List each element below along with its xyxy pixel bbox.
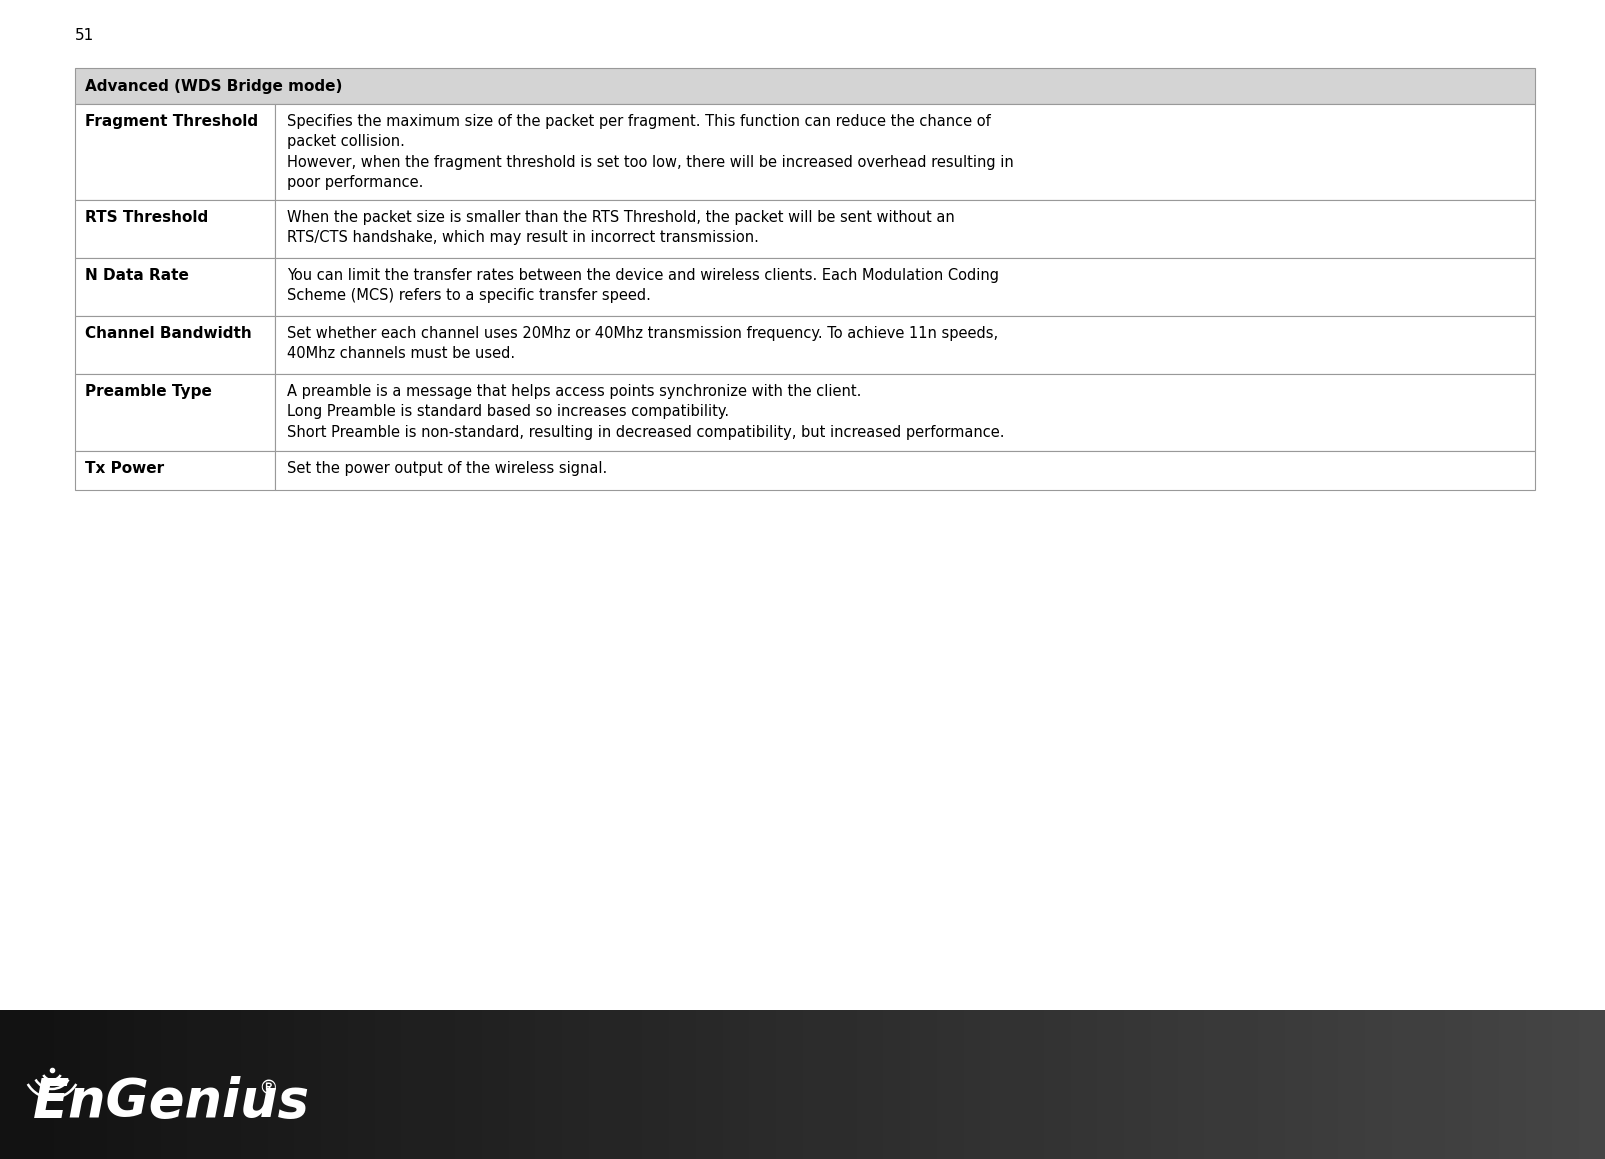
Bar: [75, 258, 274, 316]
Bar: [990, 1009, 1018, 1159]
Bar: [883, 1009, 910, 1159]
Bar: [188, 1009, 215, 1159]
Bar: [274, 201, 1534, 258]
Bar: [401, 1009, 429, 1159]
Bar: [1151, 1009, 1178, 1159]
Bar: [775, 1009, 804, 1159]
Bar: [160, 1009, 188, 1159]
Bar: [1525, 1009, 1552, 1159]
Bar: [108, 1009, 135, 1159]
Bar: [855, 1009, 884, 1159]
Bar: [1417, 1009, 1446, 1159]
Bar: [321, 1009, 348, 1159]
Bar: [75, 374, 274, 451]
Bar: [1071, 1009, 1098, 1159]
Text: Set whether each channel uses 20Mhz or 40Mhz transmission frequency. To achieve : Set whether each channel uses 20Mhz or 4…: [287, 326, 997, 362]
Bar: [1337, 1009, 1366, 1159]
Text: EnGenius: EnGenius: [34, 1077, 310, 1129]
Bar: [80, 1009, 108, 1159]
Bar: [1552, 1009, 1579, 1159]
Text: You can limit the transfer rates between the device and wireless clients. Each M: You can limit the transfer rates between…: [287, 268, 998, 304]
Bar: [241, 1009, 268, 1159]
Bar: [1204, 1009, 1231, 1159]
Text: Specifies the maximum size of the packet per fragment. This function can reduce : Specifies the maximum size of the packet…: [287, 114, 1013, 190]
Bar: [348, 1009, 376, 1159]
Bar: [75, 316, 274, 374]
Bar: [1231, 1009, 1258, 1159]
Bar: [274, 374, 1534, 451]
Bar: [642, 1009, 669, 1159]
Bar: [1578, 1009, 1605, 1159]
Text: Tx Power: Tx Power: [85, 461, 164, 476]
Text: N Data Rate: N Data Rate: [85, 268, 189, 283]
Bar: [1472, 1009, 1499, 1159]
Bar: [294, 1009, 323, 1159]
Bar: [1444, 1009, 1472, 1159]
Bar: [454, 1009, 483, 1159]
Bar: [830, 1009, 857, 1159]
Bar: [722, 1009, 750, 1159]
Bar: [1311, 1009, 1339, 1159]
Text: Fragment Threshold: Fragment Threshold: [85, 114, 258, 129]
Text: RTS Threshold: RTS Threshold: [85, 210, 209, 225]
Bar: [268, 1009, 295, 1159]
Text: Set the power output of the wireless signal.: Set the power output of the wireless sig…: [287, 461, 607, 476]
Bar: [1096, 1009, 1125, 1159]
Bar: [53, 1009, 82, 1159]
Bar: [750, 1009, 777, 1159]
Bar: [1284, 1009, 1311, 1159]
Bar: [1392, 1009, 1419, 1159]
Bar: [429, 1009, 456, 1159]
Bar: [669, 1009, 697, 1159]
Bar: [274, 316, 1534, 374]
Bar: [75, 104, 274, 201]
Text: Advanced (WDS Bridge mode): Advanced (WDS Bridge mode): [85, 79, 342, 94]
Text: When the packet size is smaller than the RTS Threshold, the packet will be sent : When the packet size is smaller than the…: [287, 210, 953, 246]
Bar: [274, 104, 1534, 201]
Text: ®: ®: [258, 1079, 278, 1098]
Bar: [1497, 1009, 1526, 1159]
Bar: [562, 1009, 589, 1159]
Bar: [1124, 1009, 1151, 1159]
Bar: [1016, 1009, 1045, 1159]
Bar: [509, 1009, 536, 1159]
Bar: [274, 451, 1534, 490]
Bar: [963, 1009, 990, 1159]
Bar: [75, 451, 274, 490]
Text: 51: 51: [75, 28, 95, 43]
Text: A preamble is a message that helps access points synchronize with the client.
Lo: A preamble is a message that helps acces…: [287, 384, 1003, 439]
Bar: [213, 1009, 242, 1159]
Bar: [75, 68, 1534, 104]
Bar: [802, 1009, 830, 1159]
Bar: [1364, 1009, 1392, 1159]
Bar: [695, 1009, 724, 1159]
Bar: [133, 1009, 162, 1159]
Bar: [1257, 1009, 1286, 1159]
Bar: [482, 1009, 509, 1159]
Text: Channel Bandwidth: Channel Bandwidth: [85, 326, 252, 341]
Bar: [936, 1009, 965, 1159]
Bar: [615, 1009, 644, 1159]
Bar: [27, 1009, 55, 1159]
Bar: [534, 1009, 563, 1159]
Bar: [374, 1009, 403, 1159]
Bar: [1176, 1009, 1205, 1159]
Bar: [910, 1009, 937, 1159]
Bar: [589, 1009, 616, 1159]
Bar: [1043, 1009, 1071, 1159]
Bar: [274, 258, 1534, 316]
Bar: [75, 201, 274, 258]
Bar: [0, 1009, 27, 1159]
Text: Preamble Type: Preamble Type: [85, 384, 212, 399]
